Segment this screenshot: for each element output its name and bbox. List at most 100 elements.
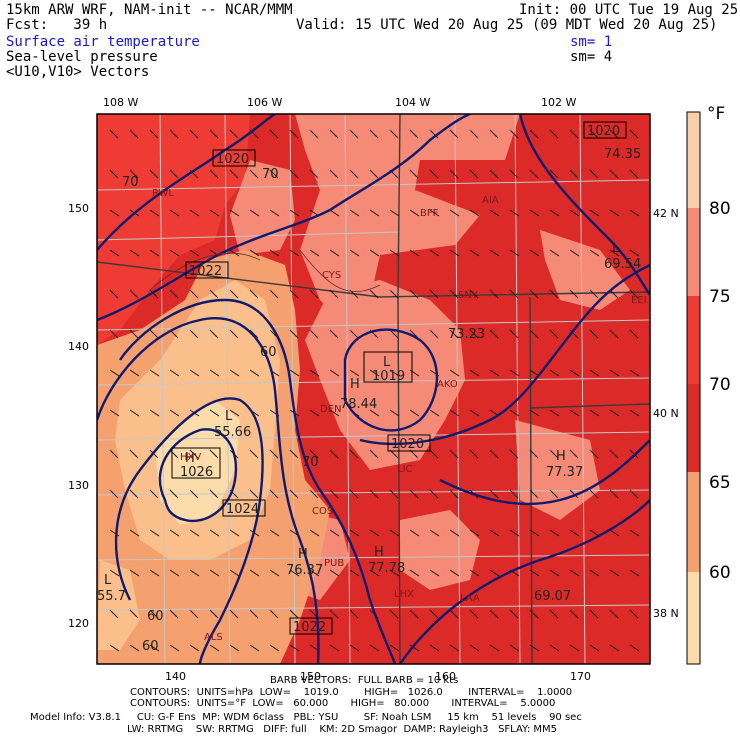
state-boundaries xyxy=(97,114,650,664)
colorbar-segment xyxy=(687,384,700,472)
station-label: LAA xyxy=(460,593,480,604)
station-label: HXV xyxy=(180,452,201,463)
grid-x-label: 140 xyxy=(165,670,186,683)
colorbar-unit: °F xyxy=(707,104,725,124)
lon-label: 108 W xyxy=(103,96,138,109)
contour-label: 70 xyxy=(122,175,139,190)
colorbar-label: 75 xyxy=(709,287,731,307)
grid-x-label: 170 xyxy=(570,670,591,683)
center-letter: L xyxy=(383,355,391,370)
right-axis: 42 N 40 N 38 N xyxy=(653,207,679,620)
station-labels: RWL BFF AIA CYS SNY DEN AKO LIC HXV COS … xyxy=(152,188,647,643)
temp-value: 74.35 xyxy=(604,147,641,162)
station-label: CYS xyxy=(322,270,341,281)
map-frame xyxy=(96,113,651,665)
contour-label: 70 xyxy=(262,167,279,182)
temperature-contour-legend: CONTOURS: UNITS=°F LOW= 60.000 HIGH= 80.… xyxy=(130,698,556,709)
pressure-label: 1024 xyxy=(226,502,259,517)
contour-label: 60 xyxy=(260,345,277,360)
lat-label: 38 N xyxy=(653,607,679,620)
grid-y-label: 150 xyxy=(68,202,89,215)
temp-value: 55.7 xyxy=(97,589,126,604)
pressure-label: 1019 xyxy=(372,369,405,384)
temp-value: 77.37 xyxy=(546,465,583,480)
temperature-fill xyxy=(97,114,650,664)
temp-value: 69.07 xyxy=(534,589,571,604)
center-letter: L xyxy=(225,409,233,424)
station-label: LIC xyxy=(397,464,413,475)
grid-y-label: 130 xyxy=(68,479,89,492)
temperature-values: 74.35 69.54 73.23 78.44 55.66 77.37 76.3… xyxy=(97,147,641,604)
bottom-axis: 140 150 160 170 xyxy=(165,670,591,683)
station-label: AKO xyxy=(437,379,458,390)
pressure-label: 1020 xyxy=(391,437,424,452)
center-letter: L xyxy=(104,573,112,588)
center-letter: H xyxy=(298,547,308,562)
temp-value: 69.54 xyxy=(604,257,641,272)
barb-legend: BARB VECTORS: FULL BARB = 10 kts xyxy=(270,675,459,686)
center-letter: L xyxy=(612,241,620,256)
center-letter: H xyxy=(374,545,384,560)
pressure-centers: L L H L H H H H L xyxy=(104,241,620,588)
contour-label: 70 xyxy=(302,455,319,470)
pressure-label: 1020 xyxy=(587,124,620,139)
colorbar-segment xyxy=(687,112,700,208)
colorbar-segment xyxy=(687,208,700,296)
station-label: BFF xyxy=(420,208,439,219)
station-label: PUB xyxy=(324,558,344,569)
temp-value: 78.44 xyxy=(340,397,377,412)
pressure-label: 1026 xyxy=(180,465,213,480)
pressure-label: 1022 xyxy=(293,620,326,635)
colorbar-label: 60 xyxy=(709,563,731,583)
station-label: RWL xyxy=(152,188,174,199)
pressure-label: 1022 xyxy=(189,264,222,279)
model-info: Model Info: V3.8.1 CU: G-F Ens MP: WDM 6… xyxy=(30,712,582,723)
colorbar-segment xyxy=(687,296,700,384)
pressure-labels: 1020 1022 1019 1020 1026 1024 1022 1020 xyxy=(171,121,627,635)
model-title: 15km ARW WRF, NAM-init -- NCAR/MMM xyxy=(6,2,293,18)
center-letter: H xyxy=(185,451,195,466)
pressure-contour-legend: CONTOURS: UNITS=hPa LOW= 1019.0 HIGH= 10… xyxy=(130,687,573,698)
field-temperature-smoothing: sm= 1 xyxy=(570,34,613,50)
isobars xyxy=(97,114,650,664)
station-label: LHX xyxy=(394,589,414,600)
center-letter: H xyxy=(556,449,566,464)
lat-label: 40 N xyxy=(653,407,679,420)
lat-label: 42 N xyxy=(653,207,679,220)
colorbar-segment xyxy=(687,472,700,572)
colorbar-label: 70 xyxy=(709,375,731,395)
temp-value: 55.66 xyxy=(214,425,251,440)
station-label: DEN xyxy=(320,404,342,415)
colorbar-label: 80 xyxy=(709,199,731,219)
valid-time: Valid: 15 UTC Wed 20 Aug 25 (09 MDT Wed … xyxy=(296,17,718,33)
lon-label: 106 W xyxy=(247,96,282,109)
grid-y-label: 120 xyxy=(68,617,89,630)
temp-value: 76.37 xyxy=(286,563,323,578)
grid-x-label: 150 xyxy=(300,670,321,683)
temperature-contour-labels: 70 70 60 70 60 60 xyxy=(122,167,319,654)
grid-y-label: 140 xyxy=(68,340,89,353)
temperature-contours xyxy=(149,249,381,292)
color-bar: °F 80 75 70 65 60 xyxy=(686,104,731,665)
temp-value: 77.78 xyxy=(368,561,405,576)
contour-label: 60 xyxy=(142,639,159,654)
contour-label: 60 xyxy=(147,609,164,624)
left-axis: 150 140 130 120 xyxy=(68,202,89,630)
temp-value: 73.23 xyxy=(448,327,485,342)
field-pressure: Sea-level pressure xyxy=(6,49,158,65)
lon-label: 104 W xyxy=(395,96,430,109)
model-physics: LW: RRTMG SW: RRTMG DIFF: full KM: 2D Sm… xyxy=(127,724,557,735)
station-label: AIA xyxy=(482,195,499,206)
station-label: ALS xyxy=(204,632,223,643)
grid-x-label: 160 xyxy=(435,670,456,683)
colorbar-segment xyxy=(687,572,700,664)
colorbar-label: 65 xyxy=(709,473,731,493)
lon-label: 102 W xyxy=(541,96,576,109)
top-axis: 108 W 106 W 104 W 102 W xyxy=(103,96,576,109)
center-letter: H xyxy=(350,377,360,392)
station-label: EEI xyxy=(631,295,647,306)
station-label: COS xyxy=(312,506,333,517)
init-time: Init: 00 UTC Tue 19 Aug 25 xyxy=(519,2,739,18)
field-pressure-smoothing: sm= 4 xyxy=(570,49,613,65)
